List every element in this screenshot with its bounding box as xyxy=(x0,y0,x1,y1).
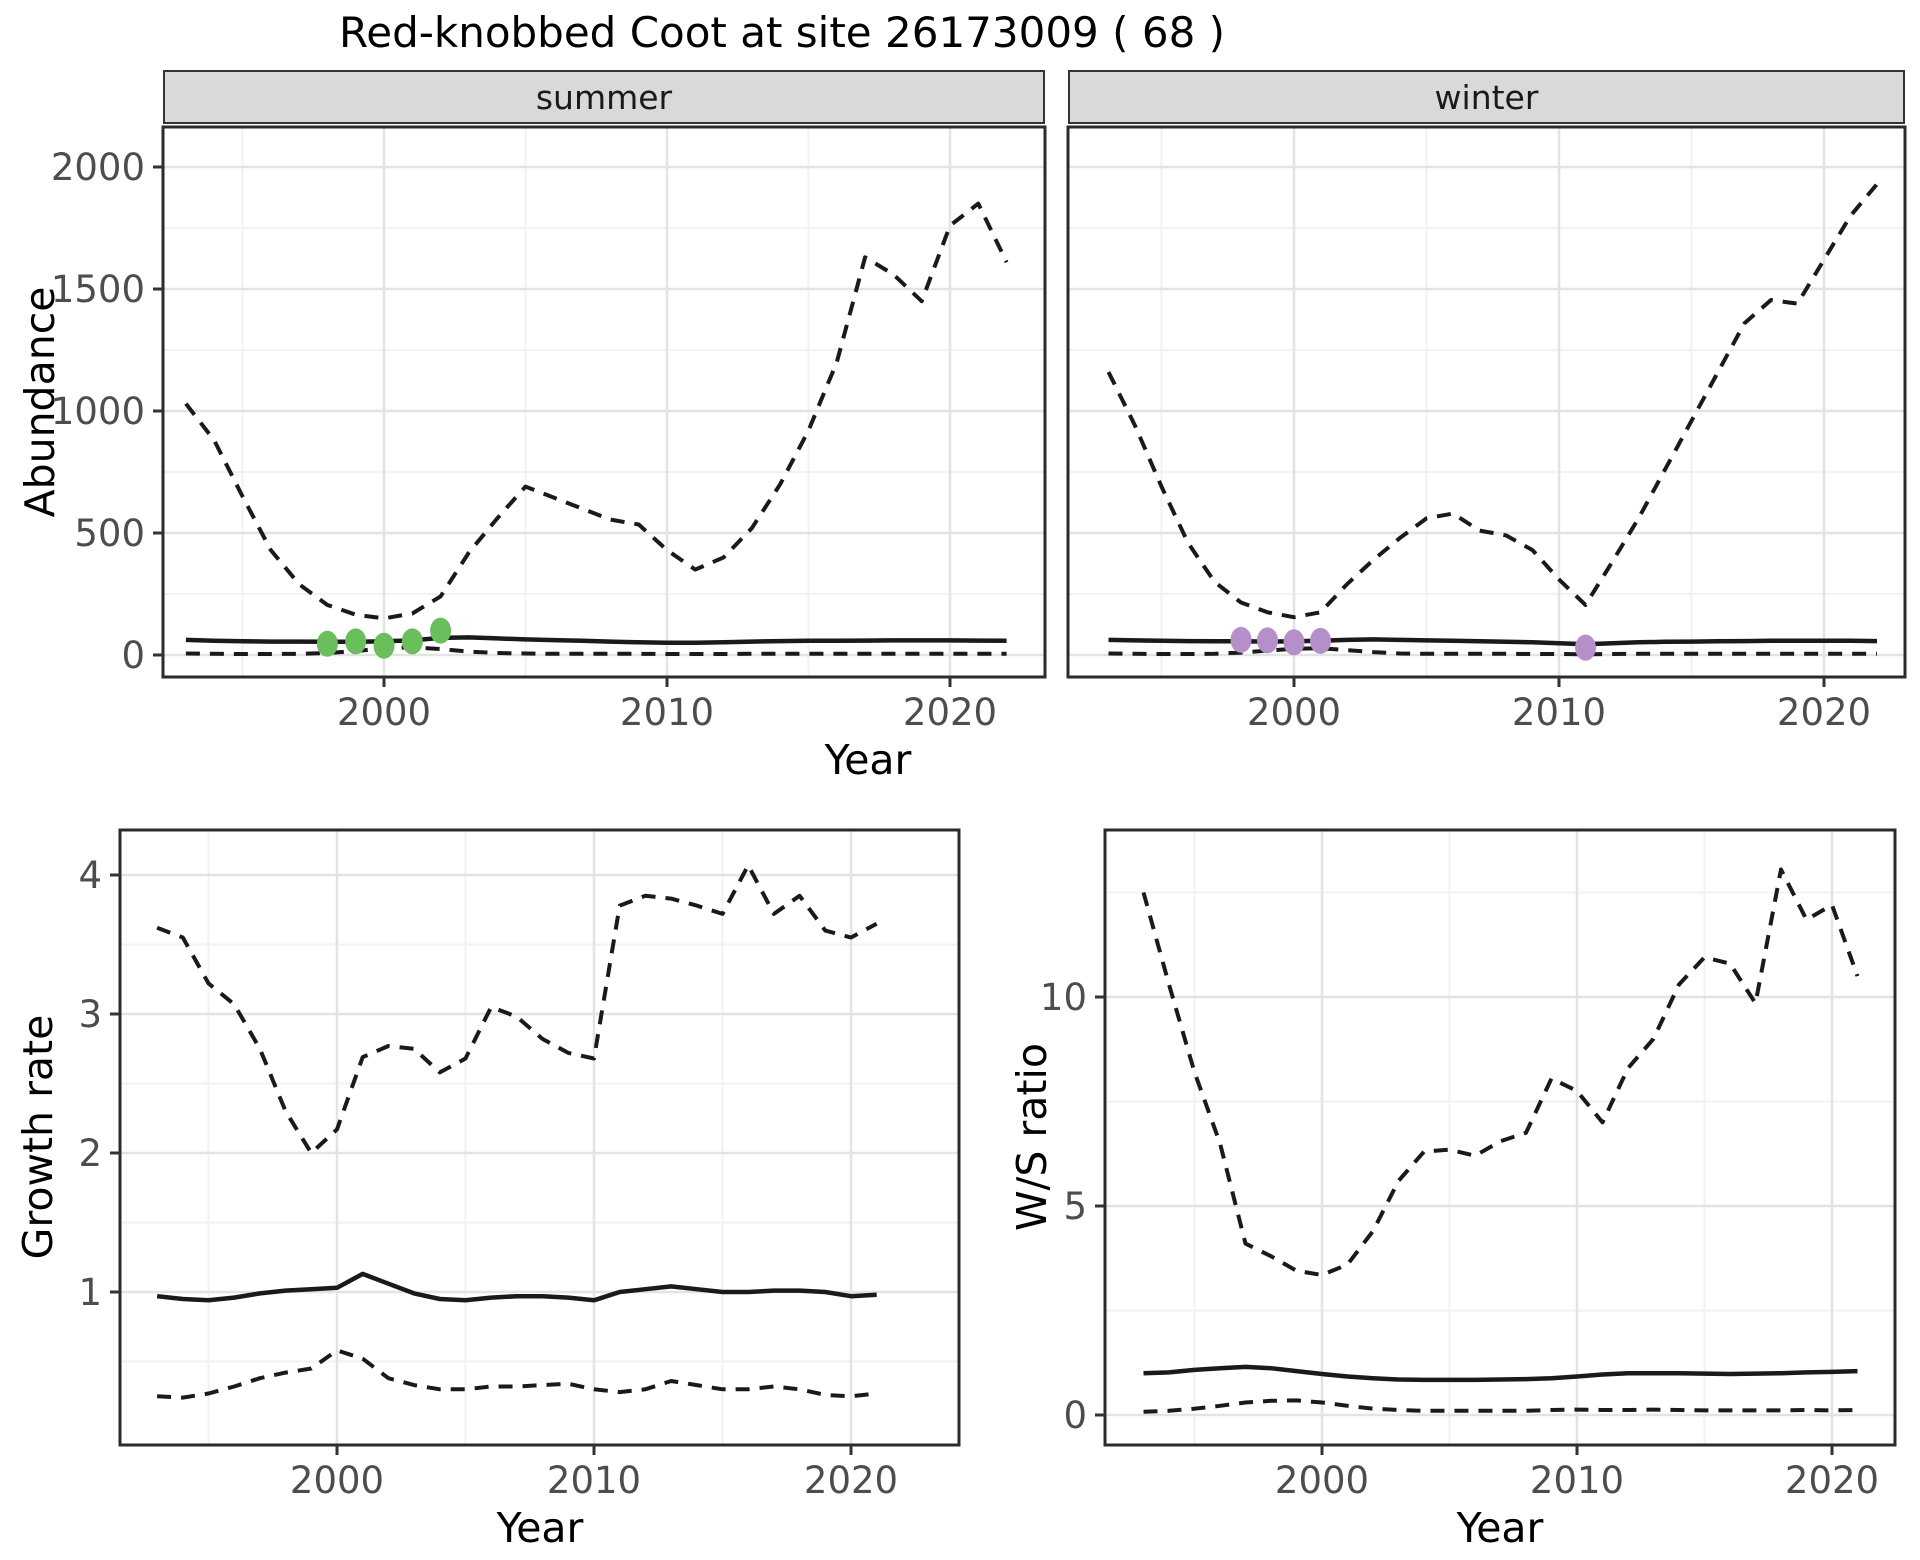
lower-ci-line xyxy=(1108,646,1877,657)
winter-observations-point xyxy=(1575,634,1596,661)
x-tick-label: 2010 xyxy=(1530,1459,1624,1502)
y-tick-label: 2000 xyxy=(51,146,145,189)
x-axis-title-year-top: Year xyxy=(824,736,912,784)
y-tick-label: 3 xyxy=(78,993,102,1036)
y-tick-label: 1 xyxy=(78,1271,102,1314)
x-tick-label: 2020 xyxy=(903,691,997,734)
panel-winter: 2000 2010 2020 xyxy=(1066,125,1907,734)
y-axis-title-abundance: Abundance xyxy=(16,286,64,518)
y-axis-title-growth-rate: Growth rate xyxy=(14,1014,62,1260)
x-axis-title-year-bottom-right: Year xyxy=(1456,1504,1544,1552)
y-tick-label: 1000 xyxy=(51,390,145,433)
panel-background xyxy=(120,830,959,1445)
panel-w-s-ratio: 2000 2010 2020 0 5 10 xyxy=(1040,828,1897,1502)
panel-border xyxy=(161,125,1047,679)
summer-observations-point xyxy=(373,632,395,659)
facet-strip-label: winter xyxy=(1434,77,1539,117)
panel-growth-rate: 2000 2010 2020 1 2 3 4 xyxy=(78,828,961,1502)
panel-background xyxy=(163,127,1045,677)
x-tick-label: 2010 xyxy=(620,691,714,734)
y-tick-label: 4 xyxy=(78,854,102,897)
winter-observations-point xyxy=(1283,629,1305,656)
x-axis-title-year-bottom-left: Year xyxy=(496,1504,584,1552)
x-tick-label: 2020 xyxy=(1785,1459,1879,1502)
lower-ci-line xyxy=(156,1348,877,1400)
upper-ci-line xyxy=(1106,182,1879,620)
x-tick-label: 2000 xyxy=(1275,1459,1369,1502)
y-tick-label: 10 xyxy=(1040,976,1087,1019)
y-tick-label: 2 xyxy=(78,1132,102,1175)
summer-observations-point xyxy=(345,628,367,655)
panel-summer: 2000 2010 2020 0 500 1000 1500 2000 xyxy=(51,125,1047,734)
panel-border xyxy=(118,828,961,1447)
lower-ci-line xyxy=(185,645,1007,656)
x-tick-label: 2010 xyxy=(547,1459,641,1502)
winter-observations-point xyxy=(1230,626,1252,653)
facet-strip-summer: summer xyxy=(163,70,1045,124)
y-tick-label: 0 xyxy=(1063,1394,1087,1437)
x-tick-label: 2020 xyxy=(804,1459,898,1502)
x-tick-label: 2000 xyxy=(1247,691,1341,734)
y-tick-label: 500 xyxy=(74,512,145,555)
winter-observations-point xyxy=(1310,627,1331,654)
summer-observations-point xyxy=(401,628,423,655)
facet-strip-label: summer xyxy=(535,77,673,117)
upper-ci-line xyxy=(184,201,1009,621)
y-tick-label: 5 xyxy=(1063,1185,1087,1228)
summer-observations-point xyxy=(316,630,338,657)
x-tick-label: 2000 xyxy=(337,691,431,734)
panel-background xyxy=(1105,830,1895,1445)
median-line xyxy=(1143,1364,1858,1383)
median-line xyxy=(156,1271,877,1303)
x-tick-label: 2020 xyxy=(1777,691,1871,734)
x-tick-label: 2000 xyxy=(290,1459,384,1502)
y-tick-label: 1500 xyxy=(51,268,145,311)
y-axis-title-ws-ratio: W/S ratio xyxy=(1008,1043,1056,1231)
upper-ci-line xyxy=(156,863,878,1155)
summer-observations-point xyxy=(430,617,452,644)
y-tick-label: 0 xyxy=(121,634,145,677)
x-tick-label: 2010 xyxy=(1512,691,1606,734)
plot-title: Red-knobbed Coot at site 26173009 ( 68 ) xyxy=(338,8,1226,57)
panel-border xyxy=(1066,125,1907,679)
panel-border xyxy=(1103,828,1897,1447)
panel-background xyxy=(1068,127,1905,677)
facet-strip-winter: winter xyxy=(1068,70,1905,124)
winter-observations-point xyxy=(1257,627,1278,654)
upper-ci-line xyxy=(1141,867,1860,1277)
